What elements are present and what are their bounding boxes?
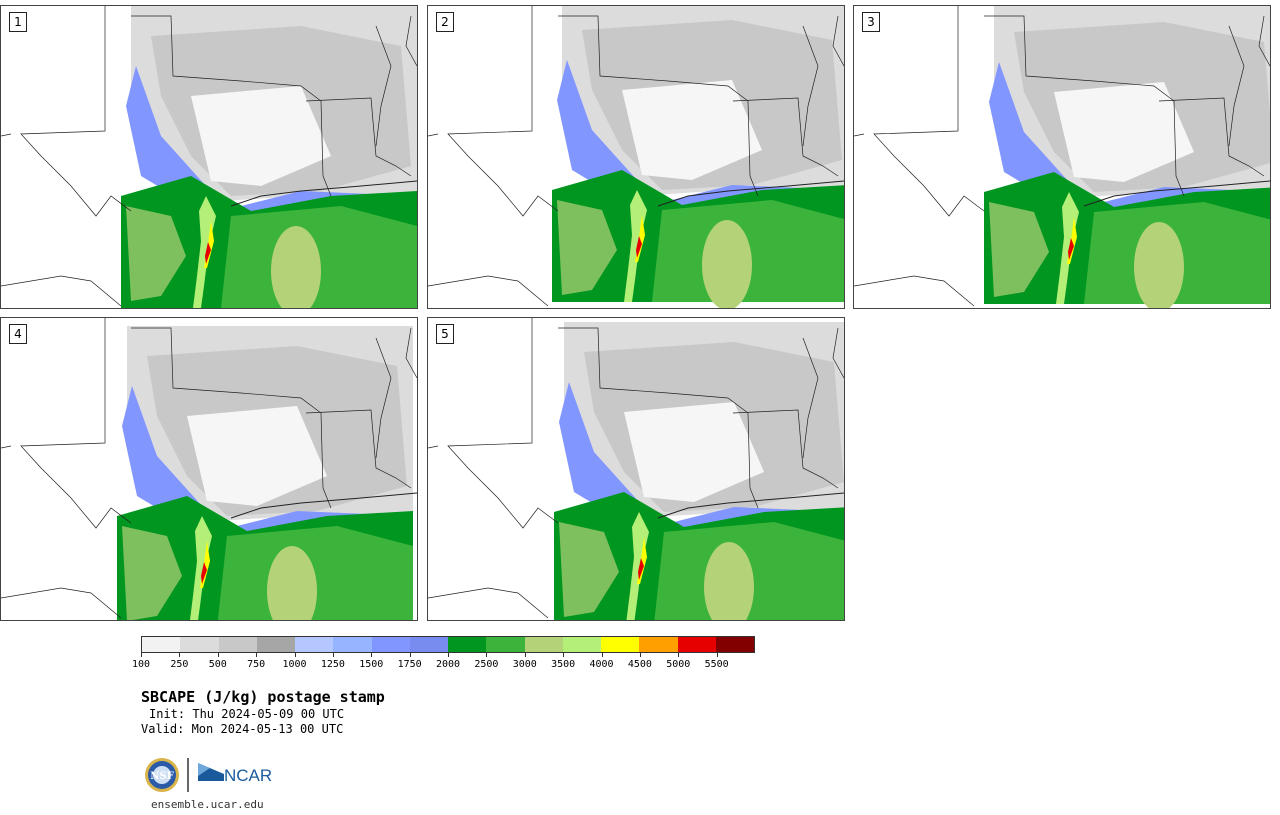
colorbar-tick <box>332 653 334 657</box>
panel-number-label: 5 <box>436 324 454 344</box>
colorbar-tick-label: 4500 <box>627 659 652 670</box>
colorbar-swatch <box>524 637 563 652</box>
colorbar-tick-label: 750 <box>247 659 266 670</box>
colorbar-tick-label: 3000 <box>512 659 537 670</box>
colorbar-swatch <box>486 637 525 652</box>
init-time: Init: Thu 2024-05-09 00 UTC <box>149 707 345 721</box>
colorbar-tick <box>179 653 181 657</box>
colorbar-tick-label: 1250 <box>320 659 345 670</box>
colorbar-tick <box>639 653 641 657</box>
svg-text:NSF: NSF <box>150 771 173 782</box>
colorbar-tick <box>678 653 680 657</box>
colorbar-tick-label: 1750 <box>397 659 422 670</box>
colorbar-tick-label: 1500 <box>359 659 384 670</box>
ncar-logo: NCAR <box>198 763 272 785</box>
colorbar-swatch <box>142 637 181 652</box>
colorbar-tick-label: 3500 <box>551 659 576 670</box>
colorbar-swatch <box>715 637 754 652</box>
colorbar-tick-label: 100 <box>131 659 151 670</box>
nsf-logo: NSF <box>145 758 179 792</box>
panel-number-label: 4 <box>9 324 27 344</box>
colorbar-tick <box>217 653 219 657</box>
colorbar-tick <box>716 653 718 657</box>
colorbar-tick <box>486 653 488 657</box>
colorbar-tick <box>409 653 411 657</box>
colorbar-swatch <box>677 637 716 652</box>
sbcape-map <box>428 318 844 620</box>
colorbar-tick <box>294 653 296 657</box>
colorbar-swatch <box>601 637 640 652</box>
member-panel-3: 3 <box>853 5 1271 309</box>
colorbar-tick-label: 2500 <box>474 659 499 670</box>
colorbar-swatch <box>256 637 295 652</box>
colorbar-swatch <box>295 637 334 652</box>
member-panel-2: 2 <box>427 5 845 309</box>
colorbar-swatch <box>639 637 678 652</box>
colorbar-swatch <box>409 637 448 652</box>
valid-time: Valid: Mon 2024-05-13 00 UTC <box>141 722 344 736</box>
colorbar-tick-label: 4000 <box>589 659 614 670</box>
member-panel-5: 5 <box>427 317 845 621</box>
colorbar-tick-label: 5000 <box>666 659 691 670</box>
nsf-ncar-logos: NSF NCAR <box>145 758 272 792</box>
panel-number-label: 1 <box>9 12 27 32</box>
member-panel-4: 4 <box>0 317 418 621</box>
svg-text:NCAR: NCAR <box>224 766 272 785</box>
colorbar-tick-label: 500 <box>208 659 227 670</box>
colorbar-tick-label: 2000 <box>435 659 461 670</box>
colorbar-swatch <box>180 637 219 652</box>
colorbar-tick <box>601 653 603 657</box>
panel-number-label: 2 <box>436 12 454 32</box>
colorbar-swatch <box>218 637 257 652</box>
sbcape-map <box>428 6 844 308</box>
colorbar-swatch <box>371 637 410 652</box>
colorbar-tick <box>371 653 373 657</box>
member-panel-1: 1 <box>0 5 418 309</box>
source-url: ensemble.ucar.edu <box>151 798 264 811</box>
colorbar-tick <box>448 653 449 657</box>
panel-number-label: 3 <box>862 12 880 32</box>
sbcape-colorbar <box>141 636 755 653</box>
colorbar-tick <box>563 653 565 657</box>
colorbar-tick-label: 1000 <box>282 659 307 670</box>
sbcape-map <box>1 318 417 620</box>
colorbar-tick <box>524 653 526 657</box>
product-title: SBCAPE (J/kg) postage stamp <box>141 688 385 706</box>
sbcape-map <box>854 6 1270 308</box>
colorbar-tick-label: 250 <box>170 659 189 670</box>
colorbar-swatch <box>562 637 601 652</box>
sbcape-map <box>1 6 417 308</box>
colorbar-swatch <box>333 637 372 652</box>
colorbar-ticks: 100 250 500 750 1000 1250 1500 1750 2000 2500 3000… <box>132 653 755 673</box>
colorbar-swatch <box>448 637 487 652</box>
colorbar-tick-label: 5500 <box>704 659 729 670</box>
colorbar-tick <box>141 653 142 657</box>
colorbar-tick <box>256 653 258 657</box>
